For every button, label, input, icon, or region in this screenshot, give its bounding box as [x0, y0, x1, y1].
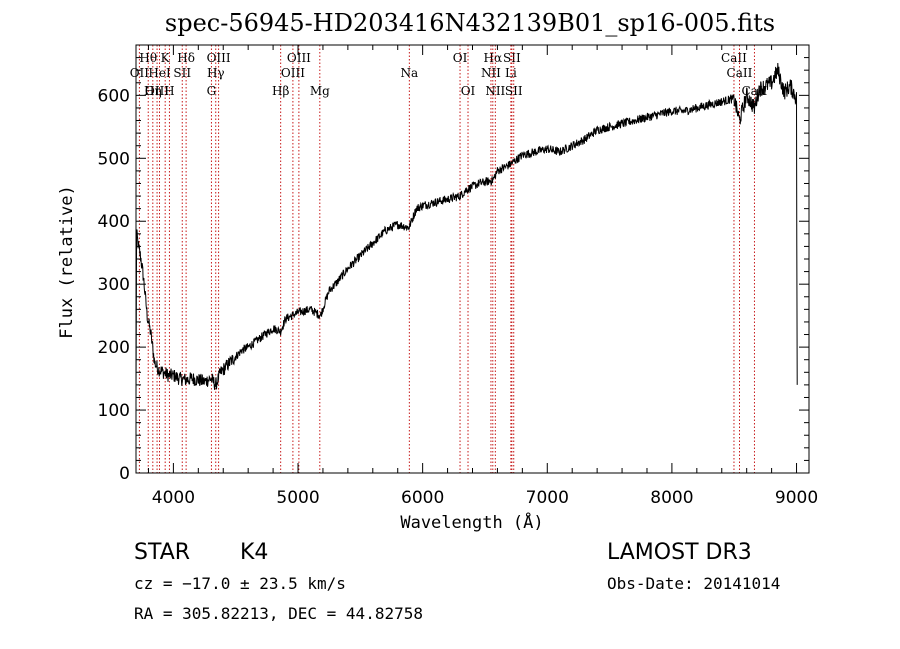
- spectral-line-label: NII: [481, 66, 501, 80]
- chart-title: spec-56945-HD203416N432139B01_sp16-005.f…: [165, 9, 775, 37]
- spectral-line-label: CaII: [727, 66, 753, 80]
- x-axis-label: Wavelength (Å): [400, 511, 543, 533]
- spectral-line-label: OII: [130, 66, 150, 80]
- spectral-line-label: G: [207, 84, 217, 98]
- spectral-line-label: OIII: [207, 51, 231, 65]
- spectral-line-label: Hγ: [207, 66, 225, 80]
- axes: 4000 5000 6000 7000 8000 9000 0 100 200 300 400 500…: [98, 45, 818, 508]
- spectral-line-label: Na: [400, 66, 418, 80]
- x-tick-label: 6000: [401, 488, 444, 508]
- y-tick-label: 600: [98, 86, 130, 106]
- x-tick-label: 4000: [152, 488, 195, 508]
- y-tick-label: 100: [98, 401, 130, 421]
- spectral-line-label: Hη: [144, 84, 162, 98]
- spectral-line-label: CaII: [721, 51, 747, 65]
- object-subclass: K4: [240, 540, 269, 565]
- spectral-line-label: Hδ: [177, 51, 195, 65]
- flux-line: [135, 62, 798, 396]
- spectral-line-label: SII: [505, 84, 523, 98]
- spectral-line-label: Li: [505, 66, 517, 80]
- survey-name: LAMOST DR3: [607, 540, 752, 565]
- spectral-line-label: H: [164, 84, 174, 98]
- spectral-line-label: OIII: [145, 84, 169, 98]
- spectral-line-label: SII: [503, 51, 521, 65]
- x-tick-label: 7000: [526, 488, 569, 508]
- spectrum-chart: spec-56945-HD203416N432139B01_sp16-005.f…: [57, 9, 818, 533]
- y-tick-label: 200: [98, 338, 130, 358]
- ra-dec-coordinates: RA = 305.82213, DEC = 44.82758: [134, 604, 423, 623]
- y-axis-label: Flux (relative): [57, 185, 77, 339]
- y-tick-label: 400: [98, 212, 130, 232]
- spectral-line-label: NII: [485, 84, 505, 98]
- object-class: STAR: [134, 540, 191, 565]
- spectral-line-label: K: [161, 51, 171, 65]
- observation-date: Obs-Date: 20141014: [607, 574, 781, 593]
- spectral-line-label: OIII: [281, 66, 305, 80]
- x-tick-label: 5000: [276, 488, 319, 508]
- x-tick-label: 8000: [650, 488, 693, 508]
- y-tick-label: 300: [98, 275, 130, 295]
- spectral-line-label: OIII: [287, 51, 311, 65]
- spectral-line-label: OI: [461, 84, 476, 98]
- spectral-line-label: Mg: [310, 84, 330, 98]
- spectrum-series: [135, 62, 798, 396]
- x-tick-label: 9000: [775, 488, 818, 508]
- spectral-line-label: Hα: [484, 51, 503, 65]
- spectral-line-label: HeI: [148, 66, 171, 80]
- spectral-line-label: Hθ: [139, 51, 157, 65]
- y-tick-label: 500: [98, 149, 130, 169]
- spectral-line-label: Hβ: [272, 84, 289, 98]
- spectral-line-label: SII: [173, 66, 191, 80]
- y-tick-label: 0: [119, 464, 130, 484]
- spectral-line-label: OI: [453, 51, 468, 65]
- redshift-cz: cz = −17.0 ± 23.5 km/s: [134, 574, 346, 593]
